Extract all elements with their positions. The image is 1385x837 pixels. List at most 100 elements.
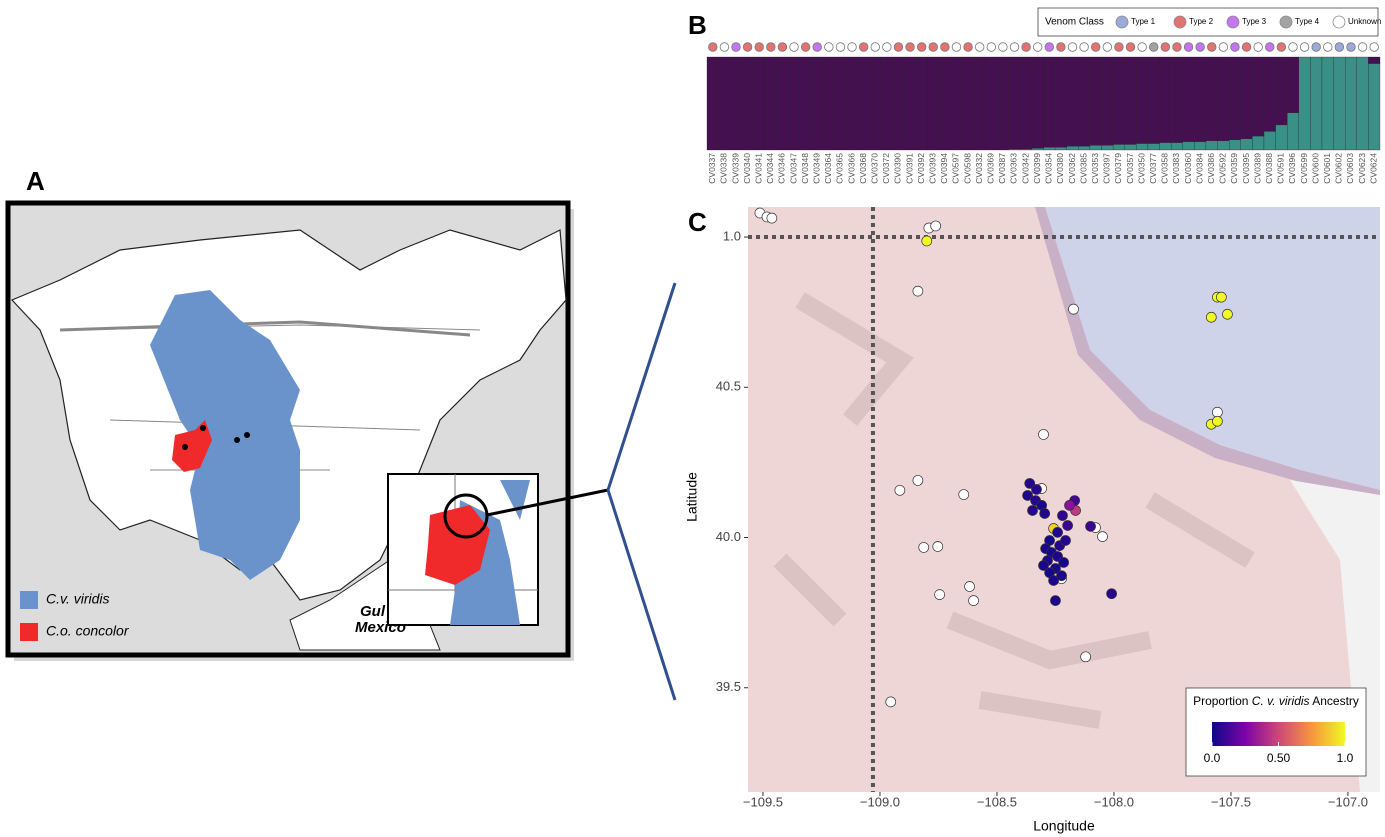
x-tick-label: CV0390 (893, 153, 903, 184)
legend-swatch (1280, 16, 1292, 28)
sample-point (959, 490, 969, 500)
venom-dot (1068, 43, 1077, 52)
bar-segment (869, 57, 881, 150)
figure: A B C Gul Mexico C.v. viridisC.o. concol… (0, 0, 1385, 837)
panel-label: C (688, 207, 707, 237)
x-tick-label: CV0388 (1264, 153, 1274, 184)
x-tick-label: CV0623 (1357, 153, 1367, 184)
x-tick-label: CV0397 (1102, 153, 1112, 184)
bar-segment (1264, 131, 1276, 150)
x-tick-label: CV0598 (962, 153, 972, 184)
x-tick-label: CV0338 (719, 153, 729, 184)
x-tick-label: CV0364 (823, 153, 833, 184)
x-tick-label: CV0363 (1009, 153, 1019, 184)
venom-dot (1103, 43, 1112, 52)
venom-dot (1080, 43, 1089, 52)
bar-segment (777, 57, 789, 150)
sample-point (913, 475, 923, 485)
bar-segment (1055, 57, 1067, 147)
bar-segment (1194, 142, 1206, 150)
venom-dot (825, 43, 834, 52)
x-tick-label: −107.0 (1328, 794, 1368, 809)
colorbar-tick-label: 0.0 (1204, 751, 1221, 765)
bar-segment (1287, 113, 1299, 150)
venom-dot (767, 43, 776, 52)
sample-point (1086, 521, 1096, 531)
x-tick-label: −109.5 (743, 794, 783, 809)
bar-segment (1276, 57, 1288, 125)
sample-point (767, 213, 777, 223)
bar-segment (1229, 57, 1241, 140)
sample-point (1212, 416, 1222, 426)
venom-dot (1219, 43, 1228, 52)
bar-segment (904, 57, 916, 150)
x-tick-label: CV0344 (765, 153, 775, 184)
x-tick-label: CV0332 (974, 153, 984, 184)
venom-dot (1242, 43, 1251, 52)
x-tick-label: CV0386 (1206, 153, 1216, 184)
bar-segment (881, 57, 893, 150)
panel-label: B (688, 10, 707, 40)
bar-segment (927, 57, 939, 150)
venom-dot (720, 43, 729, 52)
venom-dot (964, 43, 973, 52)
sample-point (1057, 511, 1067, 521)
sample-point (931, 221, 941, 231)
bar-segment (962, 57, 974, 150)
x-tick-label: CV0377 (1148, 153, 1158, 184)
venom-dot (1277, 43, 1286, 52)
venom-dot (1312, 43, 1321, 52)
bar-segment (1252, 57, 1264, 136)
bar-segment (997, 57, 1009, 150)
colorbar-title: Proportion C. v. viridis Ancestry (1193, 694, 1359, 708)
bar-segment (1368, 64, 1380, 150)
bar-segment (1078, 146, 1090, 150)
bar-segment (788, 57, 800, 150)
bar-segment (707, 57, 719, 150)
x-tick-label: CV0349 (811, 153, 821, 184)
bar-segment (800, 57, 812, 150)
bar-segment (846, 57, 858, 150)
legend-swatch (1174, 16, 1186, 28)
sample-point (1222, 309, 1232, 319)
venom-dot (941, 43, 950, 52)
legend-swatch (1333, 16, 1345, 28)
bar-segment (1113, 57, 1125, 144)
x-tick-label: CV0379 (1113, 153, 1123, 184)
bar-segment (1287, 57, 1299, 113)
x-tick-label: CV0389 (1252, 153, 1262, 184)
sample-point (1040, 508, 1050, 518)
venom-dot (836, 43, 845, 52)
x-tick-label: CV0339 (730, 153, 740, 184)
x-tick-label: −107.5 (1211, 794, 1251, 809)
sample-point (1081, 652, 1091, 662)
sample-point (965, 581, 975, 591)
legend-swatch (1227, 16, 1239, 28)
y-tick-label: 39.5 (716, 679, 741, 694)
x-tick-label: CV0362 (1067, 153, 1077, 184)
venom-dot (1022, 43, 1031, 52)
x-tick-label: CV0395 (1241, 153, 1251, 184)
colorbar-tick-label: 0.50 (1267, 751, 1291, 765)
x-tick-label: CV0365 (835, 153, 845, 184)
x-tick-label: CV0348 (800, 153, 810, 184)
venom-dot (883, 43, 892, 52)
colorbar-title-part: C. v. viridis (1252, 694, 1310, 708)
x-tick-label: CV0346 (777, 153, 787, 184)
venom-dot (813, 43, 822, 52)
y-axis-label: Latitude (684, 472, 700, 522)
sample-point (1216, 292, 1226, 302)
venom-dot (1265, 43, 1274, 52)
venom-dot (894, 43, 903, 52)
x-tick-label: −108.0 (1094, 794, 1134, 809)
bar-segment (1310, 57, 1322, 150)
legend-label: Type 3 (1242, 17, 1267, 26)
venom-dot (929, 43, 938, 52)
bar-segment (1055, 147, 1067, 150)
sample-point (1212, 407, 1222, 417)
bar-segment (1368, 57, 1380, 64)
bar-segment (1102, 57, 1114, 145)
legend-label: C.v. viridis (46, 591, 110, 607)
bar-segment (1160, 57, 1172, 143)
